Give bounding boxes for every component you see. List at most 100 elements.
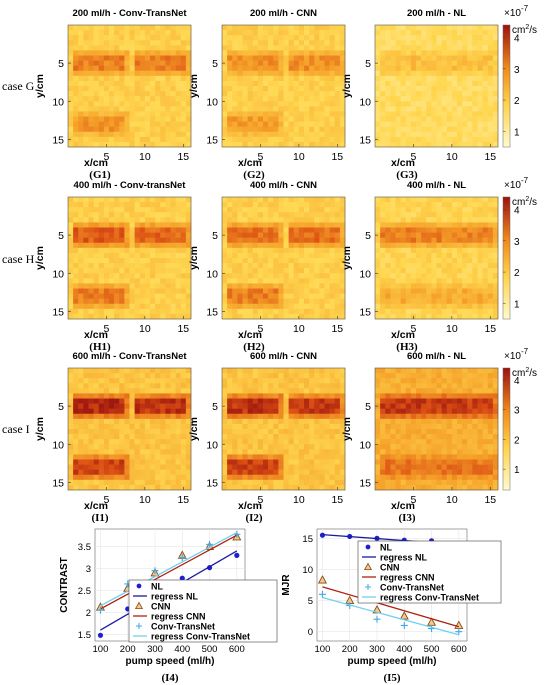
heatmap-cell [426, 212, 432, 218]
heatmap-cell [103, 252, 110, 259]
heatmap-cell [252, 111, 259, 117]
heatmap-cell [339, 368, 346, 374]
heatmap-cell [73, 313, 79, 320]
heatmap-cell [78, 388, 84, 394]
heatmap-cell [227, 268, 233, 274]
panel-title: 400 ml/h - Conv-transNet [74, 180, 187, 191]
heatmap-cell [339, 464, 346, 470]
heatmap-cell [273, 111, 279, 117]
heatmap-cell [232, 413, 238, 420]
heatmap-cell [446, 268, 453, 274]
heatmap-cell [150, 121, 156, 127]
y-tick-label: 10 [52, 439, 64, 451]
heatmap-cell [324, 368, 330, 374]
heatmap-cell [78, 283, 84, 289]
heatmap-cell [73, 60, 79, 66]
heatmap-cell [175, 126, 182, 133]
heatmap-cell [400, 136, 407, 143]
heatmap-cell [431, 237, 437, 244]
heatmap-cell [88, 197, 94, 203]
heatmap-cell [451, 116, 458, 122]
heatmap-cell [278, 408, 284, 415]
heatmap-cell [263, 474, 269, 481]
heatmap-cell [278, 222, 284, 228]
heatmap-cell [283, 383, 289, 389]
heatmap-cell [446, 303, 453, 310]
heatmap-cell [385, 313, 391, 320]
heatmap-cell [185, 40, 192, 46]
heatmap-cell [288, 313, 295, 320]
heatmap-cell [237, 263, 243, 269]
heatmap-cell [293, 131, 300, 138]
heatmap-cell [109, 413, 115, 420]
heatmap-cell [232, 65, 238, 72]
heatmap-cell [298, 263, 305, 269]
heatmap-cell [375, 75, 381, 82]
heatmap-cell [139, 197, 146, 203]
heatmap-cell [252, 50, 259, 56]
heatmap-cell [165, 197, 171, 203]
heatmap-cell [180, 101, 187, 107]
heatmap-cell [263, 227, 269, 233]
heatmap-cell [247, 398, 254, 404]
heatmap-cell [421, 232, 427, 238]
heatmap-cell [293, 237, 300, 244]
heatmap-cell [457, 136, 463, 143]
heatmap-cell [93, 141, 100, 148]
heatmap-cell [416, 126, 422, 133]
heatmap-cell [257, 80, 264, 87]
heatmap-cell [298, 242, 305, 249]
heatmap-cell [288, 212, 295, 218]
heatmap-cell [232, 469, 238, 476]
heatmap-cell [375, 373, 381, 379]
heatmap-cell [334, 298, 341, 305]
heatmap-cell [482, 106, 489, 112]
heatmap-cell [93, 60, 100, 66]
heatmap-cell [395, 86, 401, 92]
heatmap-cell [98, 65, 105, 72]
heatmap-cell [410, 45, 417, 51]
heatmap-cell [139, 368, 146, 374]
heatmap-cell [492, 212, 499, 218]
heatmap-cell [185, 121, 192, 127]
heatmap-cell [73, 252, 79, 259]
heatmap-cell [114, 393, 120, 399]
heatmap-cell [73, 96, 79, 102]
heatmap-cell [144, 439, 151, 445]
heatmap-cell [283, 111, 289, 117]
heatmap-cell [410, 212, 417, 218]
heatmap-cell [114, 111, 120, 117]
heatmap-cell [227, 252, 233, 259]
heatmap-cell [375, 106, 381, 112]
heatmap-cell [467, 141, 473, 148]
heatmap-cell [247, 65, 254, 72]
heatmap-cell [185, 423, 192, 430]
heatmap-cell [68, 75, 74, 82]
heatmap-cell [88, 75, 94, 82]
heatmap-cell [451, 308, 458, 315]
heatmap-cell [150, 469, 156, 476]
heatmap-cell [88, 263, 94, 269]
heatmap-cell [78, 439, 84, 445]
heatmap-cell [109, 242, 115, 249]
heatmap-cell [385, 368, 391, 374]
heatmap-cell [88, 30, 94, 36]
heatmap-cell [103, 434, 110, 440]
heatmap-cell [441, 207, 448, 213]
heatmap-cell [119, 464, 125, 470]
heatmap-cell [98, 408, 105, 415]
heatmap-cell [103, 293, 110, 299]
heatmap-cell [252, 227, 259, 233]
heatmap-cell [257, 131, 264, 138]
heatmap-cell [237, 273, 243, 279]
heatmap-cell [416, 403, 422, 409]
heatmap-cell [390, 479, 396, 486]
y-tick-label: 5 [365, 230, 371, 242]
heatmap-cell [242, 50, 248, 56]
heatmap-cell [160, 197, 166, 203]
x-axis-label: x/cm [238, 157, 262, 169]
heatmap-cell [451, 80, 458, 87]
heatmap-cell [472, 303, 478, 310]
heatmap-cell [278, 45, 284, 51]
heatmap-cell [175, 298, 182, 305]
